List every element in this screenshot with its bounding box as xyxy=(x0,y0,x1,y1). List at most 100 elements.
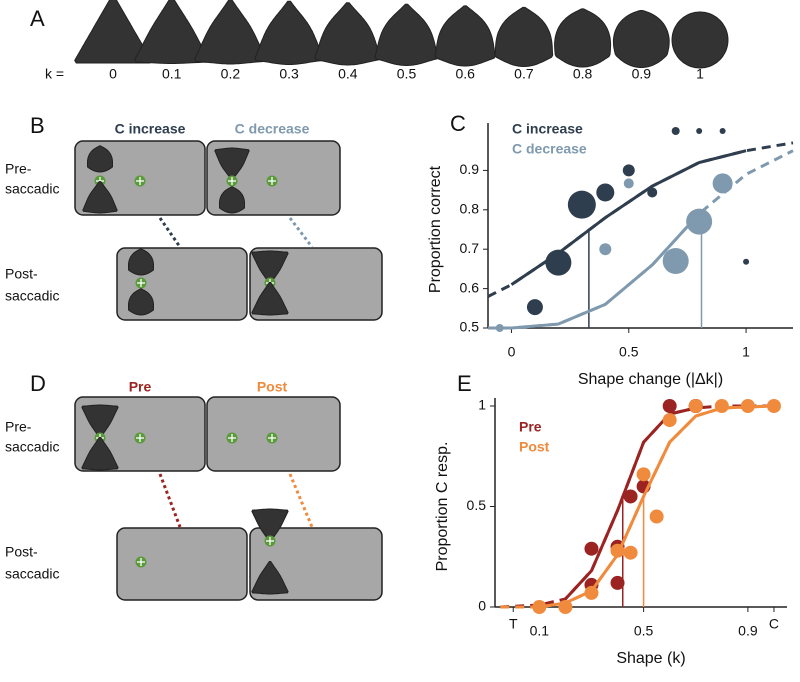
y-tick-label: 0.9 xyxy=(460,161,480,177)
k-value: 0.3 xyxy=(279,66,299,82)
k-value: 0.2 xyxy=(221,66,241,82)
column-label: C increase xyxy=(115,121,186,137)
stimulus xyxy=(251,508,289,542)
x-tick-label: 0.1 xyxy=(530,623,550,639)
stimulus xyxy=(82,181,118,214)
shape xyxy=(612,10,670,68)
point xyxy=(610,543,625,558)
stimulus xyxy=(128,248,154,276)
row-label: Pre- xyxy=(5,161,32,177)
row-label: saccadic xyxy=(5,181,59,197)
point xyxy=(662,413,677,428)
point xyxy=(662,399,677,413)
k-label: k = xyxy=(45,66,64,82)
shape xyxy=(134,0,210,64)
x-tick-label: 1 xyxy=(742,344,750,360)
point xyxy=(714,399,729,413)
point xyxy=(636,467,651,482)
shape xyxy=(74,0,152,64)
shape xyxy=(314,2,382,66)
x-tick-label: 0 xyxy=(508,344,516,360)
point xyxy=(686,208,713,235)
stimulus xyxy=(214,147,250,180)
k-value: 0.7 xyxy=(514,66,534,82)
point xyxy=(649,509,664,524)
point xyxy=(688,399,703,413)
point xyxy=(671,127,680,135)
row-label: saccadic xyxy=(5,288,59,304)
point xyxy=(495,324,504,332)
y-tick-label: 0 xyxy=(478,598,486,614)
row-label: saccadic xyxy=(5,566,59,582)
row-label: Post- xyxy=(5,266,38,282)
stimulus xyxy=(81,404,119,438)
point xyxy=(526,299,543,316)
point xyxy=(584,541,599,556)
fit-curve-dashed xyxy=(500,404,774,609)
point xyxy=(610,575,625,590)
x-axis-title: Shape (k) xyxy=(616,650,685,667)
stimulus xyxy=(81,437,119,471)
point xyxy=(743,258,750,265)
legend-label: Pre xyxy=(519,419,542,435)
row-label: Pre- xyxy=(5,419,32,435)
shape xyxy=(434,5,496,67)
k-value: 1 xyxy=(696,66,704,82)
k-value: 0.5 xyxy=(397,66,417,82)
y-tick-label: 0.6 xyxy=(460,279,480,295)
panel-label: D xyxy=(30,371,46,396)
y-tick-label: 0.5 xyxy=(467,497,487,513)
point xyxy=(662,248,689,275)
k-value: 0.9 xyxy=(632,66,652,82)
column-label: Post xyxy=(257,379,288,395)
x-axis-title: Shape change (|Δk|) xyxy=(578,371,723,388)
legend-label: C decrease xyxy=(512,141,587,157)
point xyxy=(623,489,638,504)
legend-label: Post xyxy=(519,439,550,455)
panel-label: C xyxy=(450,111,466,136)
point xyxy=(623,545,638,560)
k-value: 0 xyxy=(109,66,117,82)
connector xyxy=(288,217,314,248)
legend-label: C increase xyxy=(512,121,583,137)
point xyxy=(766,399,781,413)
point xyxy=(558,600,573,614)
connector xyxy=(288,473,314,528)
connector xyxy=(158,217,182,248)
point xyxy=(567,190,596,219)
connector xyxy=(158,473,182,528)
point xyxy=(647,187,658,198)
x-tick-label: 0.5 xyxy=(619,344,639,360)
shape xyxy=(194,0,267,65)
panel-label: E xyxy=(457,371,472,396)
k-value: 0.1 xyxy=(162,66,182,82)
point xyxy=(719,128,726,134)
column-label: C decrease xyxy=(235,121,310,137)
shape xyxy=(494,6,554,67)
y-tick-label: 0.7 xyxy=(460,240,480,256)
point xyxy=(599,243,612,256)
fit-curve-dashed xyxy=(500,404,775,609)
y-axis-title: Proportion correct xyxy=(427,165,444,293)
x-tick-label: 0.9 xyxy=(738,623,758,639)
k-value: 0.4 xyxy=(338,66,358,82)
y-axis-title: Proportion C resp. xyxy=(434,442,451,572)
point xyxy=(740,399,755,413)
screen xyxy=(116,527,248,601)
panel-label: B xyxy=(30,113,45,138)
column-label: Pre xyxy=(129,379,152,395)
shape xyxy=(374,3,439,66)
k-value: 0.6 xyxy=(455,66,475,82)
stimulus xyxy=(251,282,289,316)
shape xyxy=(671,11,729,69)
fit-curve xyxy=(488,212,701,330)
stimulus xyxy=(251,250,289,284)
point xyxy=(584,585,599,600)
y-tick-label: 1 xyxy=(478,397,486,413)
point xyxy=(596,183,615,202)
x-tick-label: T xyxy=(509,616,518,632)
x-tick-label: C xyxy=(769,616,779,632)
stimulus xyxy=(251,561,289,595)
point xyxy=(532,600,547,614)
